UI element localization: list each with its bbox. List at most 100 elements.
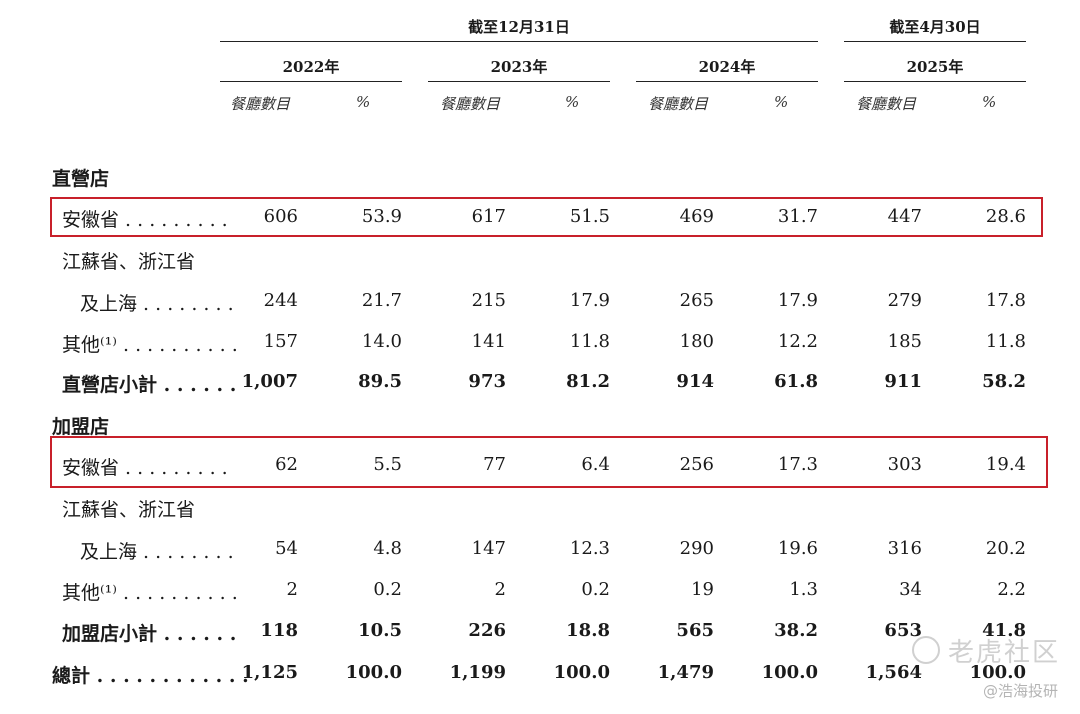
- table-cell: 20.2: [985, 538, 1026, 559]
- table-cell: 100.0: [761, 662, 818, 683]
- rule-2022: [220, 81, 402, 82]
- watermark-brand: 老虎社区: [947, 638, 1060, 668]
- section-franchise: 加盟店: [52, 416, 110, 438]
- year-2022: 2022年: [282, 58, 340, 76]
- subhead-pct-2025: %: [982, 93, 997, 111]
- table-cell: 89.5: [358, 371, 402, 392]
- table-cell: 4.8: [373, 538, 402, 559]
- row-label: 江蘇省、浙江省: [62, 251, 196, 273]
- table-cell: 54: [275, 538, 298, 559]
- table-cell: 265: [679, 290, 714, 311]
- table-cell: 565: [676, 620, 714, 641]
- table-cell: 53.9: [361, 206, 402, 227]
- watermark-author: @浩海投研: [982, 682, 1058, 700]
- row-label: 其他⁽¹⁾ . . . . . . . . . .: [62, 334, 238, 356]
- table-cell: 12.3: [569, 538, 610, 559]
- row-label: 加盟店小計 . . . . . .: [62, 623, 237, 645]
- row-label: 安徽省 . . . . . . . . .: [62, 457, 228, 479]
- table-cell: 18.8: [566, 620, 610, 641]
- table-cell: 606: [263, 206, 298, 227]
- subhead-count-2024: 餐廳數目: [648, 95, 709, 113]
- row-label: 安徽省 . . . . . . . . .: [62, 209, 228, 231]
- table-cell: 244: [263, 290, 298, 311]
- table-cell: 215: [471, 290, 506, 311]
- table-cell: 17.9: [569, 290, 610, 311]
- table-cell: 256: [679, 454, 714, 475]
- table-cell: 157: [263, 331, 298, 352]
- table-cell: 14.0: [361, 331, 402, 352]
- table-cell: 17.8: [985, 290, 1026, 311]
- table-cell: 1,564: [865, 662, 922, 683]
- table-cell: 81.2: [566, 371, 610, 392]
- table-cell: 17.3: [777, 454, 818, 475]
- table-cell: 290: [679, 538, 714, 559]
- table-cell: 58.2: [982, 371, 1026, 392]
- table-cell: 11.8: [569, 331, 610, 352]
- subhead-pct-2023: %: [565, 93, 580, 111]
- table-cell: 1,007: [241, 371, 298, 392]
- year-2024: 2024年: [698, 58, 756, 76]
- table-cell: 0.2: [373, 579, 402, 600]
- table-cell: 1,479: [657, 662, 714, 683]
- table-cell: 100.0: [969, 662, 1026, 683]
- rule-2023: [428, 81, 610, 82]
- subhead-count-2022: 餐廳數目: [230, 95, 291, 113]
- table-cell: 914: [676, 371, 714, 392]
- table-cell: 19.4: [985, 454, 1026, 475]
- table-cell: 185: [887, 331, 922, 352]
- rule-dec31: [220, 41, 818, 42]
- table-cell: 5.5: [373, 454, 402, 475]
- rule-2024: [636, 81, 818, 82]
- table-cell: 303: [887, 454, 922, 475]
- table-cell: 100.0: [345, 662, 402, 683]
- row-label: 總計 . . . . . . . . . . . .: [52, 665, 249, 687]
- table-cell: 34: [899, 579, 922, 600]
- year-2025: 2025年: [906, 58, 964, 76]
- table-cell: 31.7: [777, 206, 818, 227]
- row-label: 其他⁽¹⁾ . . . . . . . . . .: [62, 582, 238, 604]
- row-label: 江蘇省、浙江省: [62, 499, 196, 521]
- table-cell: 62: [275, 454, 298, 475]
- table-cell: 19: [691, 579, 714, 600]
- subhead-pct-2022: %: [356, 93, 371, 111]
- highlight-franchise-anhui: [50, 436, 1048, 488]
- highlight-direct-anhui: [50, 197, 1043, 237]
- row-label: 直營店小計 . . . . . .: [62, 374, 237, 396]
- table-cell: 911: [884, 371, 922, 392]
- table-cell: 77: [483, 454, 506, 475]
- table-cell: 21.7: [361, 290, 402, 311]
- table-cell: 447: [887, 206, 922, 227]
- table-cell: 100.0: [553, 662, 610, 683]
- table-cell: 19.6: [777, 538, 818, 559]
- table-cell: 38.2: [774, 620, 818, 641]
- table-cell: 226: [468, 620, 506, 641]
- table-cell: 2: [286, 579, 298, 600]
- watermark-logo-icon: [912, 636, 940, 664]
- table-cell: 51.5: [569, 206, 610, 227]
- table-cell: 279: [887, 290, 922, 311]
- table-cell: 28.6: [985, 206, 1026, 227]
- table-cell: 316: [887, 538, 922, 559]
- header-dec31: 截至12月31日: [468, 18, 570, 36]
- table-cell: 41.8: [982, 620, 1026, 641]
- row-label: 及上海 . . . . . . . .: [80, 541, 234, 563]
- table-cell: 141: [471, 331, 506, 352]
- table-cell: 17.9: [777, 290, 818, 311]
- table-cell: 0.2: [581, 579, 610, 600]
- table-cell: 61.8: [774, 371, 818, 392]
- year-2023: 2023年: [490, 58, 548, 76]
- table-cell: 2.2: [997, 579, 1026, 600]
- table-cell: 1.3: [789, 579, 818, 600]
- table-cell: 973: [468, 371, 506, 392]
- table-cell: 180: [679, 331, 714, 352]
- table-cell: 6.4: [581, 454, 610, 475]
- table-cell: 1,199: [449, 662, 506, 683]
- subhead-count-2025: 餐廳數目: [856, 95, 917, 113]
- header-apr30: 截至4月30日: [889, 18, 981, 36]
- table-cell: 11.8: [985, 331, 1026, 352]
- subhead-count-2023: 餐廳數目: [440, 95, 501, 113]
- section-direct: 直營店: [52, 168, 110, 190]
- table-cell: 12.2: [777, 331, 818, 352]
- table-cell: 469: [679, 206, 714, 227]
- table-cell: 653: [884, 620, 922, 641]
